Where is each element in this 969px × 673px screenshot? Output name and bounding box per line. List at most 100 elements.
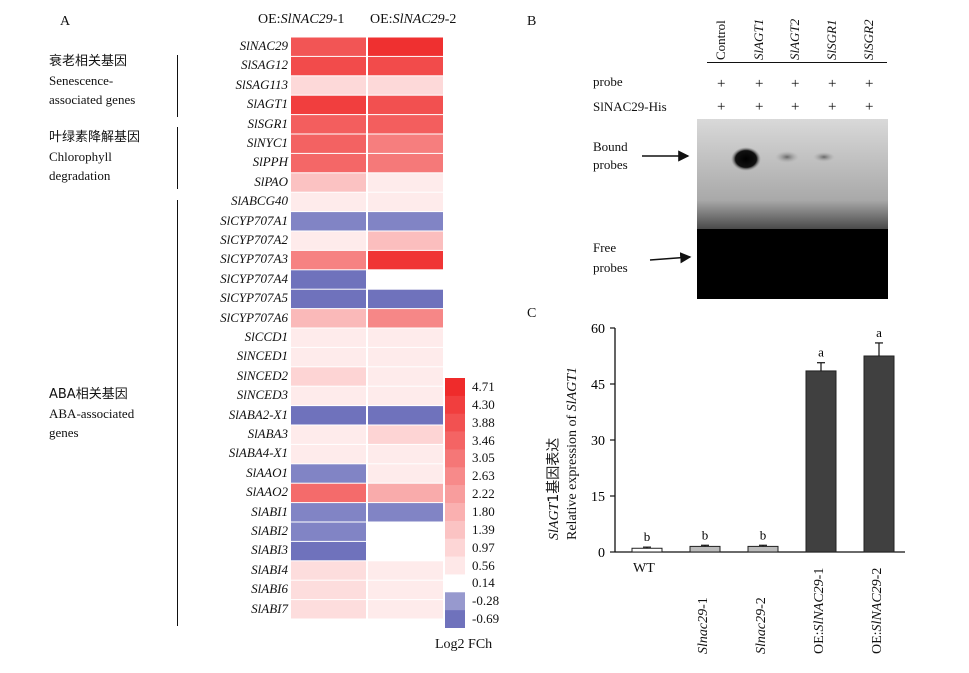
- legend-label: 4.71: [472, 379, 495, 394]
- heatmap-cell: [368, 115, 443, 134]
- heatmap-cell: [368, 250, 443, 270]
- significance-letter: a: [818, 345, 824, 360]
- free-arrow-icon: [649, 252, 692, 264]
- gene-label: SlSAG12: [241, 57, 288, 73]
- heatmap-cell: [368, 580, 443, 600]
- legend-swatch: [445, 413, 465, 432]
- bar-x-label: OE:SlNAC29-2: [870, 567, 885, 654]
- legend-label: 4.30: [472, 396, 495, 412]
- plus-sign: +: [791, 99, 800, 115]
- gel-lane-label: SlSGR2: [861, 19, 876, 60]
- heatmap-cell: [291, 212, 366, 231]
- heatmap-cell: [368, 289, 443, 309]
- heatmap-cell: [368, 561, 443, 580]
- heatmap-cell: [291, 328, 366, 347]
- heatmap-cell: [291, 386, 366, 406]
- bracket-aba: [177, 200, 178, 626]
- legend-label: 3.88: [472, 414, 495, 430]
- heatmap-cell: [368, 270, 443, 289]
- gene-label: SlPAO: [254, 173, 288, 189]
- heatmap-cell: [291, 522, 366, 541]
- legend-swatch: [445, 592, 465, 611]
- gel-lane-label: SlSGR1: [824, 19, 839, 60]
- bar: [631, 547, 663, 553]
- gene-label: SlSAG113: [235, 76, 288, 92]
- legend-swatch: [445, 449, 465, 468]
- heatmap-cell: [291, 464, 366, 483]
- bound-probes-label: Bound probes: [593, 139, 628, 172]
- gene-label: SlABI4: [251, 561, 288, 577]
- plus-sign: +: [791, 76, 800, 92]
- gene-label: SlABI7: [251, 600, 288, 616]
- heatmap-cell: [368, 95, 443, 115]
- legend-label: 3.46: [472, 432, 495, 448]
- heatmap-cell: [291, 76, 366, 95]
- legend-label: 1.39: [472, 521, 495, 537]
- heatmap: [291, 37, 443, 619]
- heatmap-cell: [368, 503, 443, 522]
- heatmap-cell: [291, 483, 366, 503]
- legend-title: Log2 FCh: [435, 637, 493, 652]
- y-tick-label: 60: [591, 322, 605, 337]
- legend-label: 0.97: [472, 539, 495, 555]
- legend-swatch: [445, 378, 465, 397]
- heatmap-cell: [291, 231, 366, 250]
- legend-swatch: [445, 503, 465, 522]
- panel-c-label: C: [527, 306, 537, 321]
- heatmap-cell: [291, 153, 366, 173]
- legend-swatch: [445, 538, 465, 557]
- gene-label: SlCYP707A2: [220, 232, 288, 247]
- bar-x-label: OE:SlNAC29-1: [812, 567, 827, 654]
- gene-label: SlABI2: [251, 523, 288, 538]
- group-aba: ABA相关基因 ABA-associated genes: [49, 387, 135, 440]
- bar-x-label: WT: [633, 561, 655, 576]
- heatmap-cell: [291, 309, 366, 328]
- significance-letter: a: [876, 325, 882, 340]
- y-tick-label: 0: [598, 546, 605, 561]
- gene-label: SlCYP707A5: [220, 290, 288, 306]
- gene-label: SlAAO2: [246, 484, 288, 500]
- bracket-senescence: [177, 55, 178, 117]
- heatmap-cell: [291, 115, 366, 134]
- gel-lane-label: SlAGT2: [787, 18, 802, 60]
- gene-label: SlABA2-X1: [228, 406, 288, 422]
- legend-swatch: [445, 485, 465, 504]
- gene-label: SlNCED2: [236, 367, 288, 383]
- gene-label: SlNAC29: [239, 38, 288, 53]
- legend-swatch: [445, 431, 465, 450]
- probe-row-label: probe: [593, 74, 623, 89]
- plus-sign: +: [865, 76, 874, 92]
- heatmap-cell: [368, 367, 443, 386]
- heatmap-cell: [368, 406, 443, 425]
- panel-b-label: B: [527, 14, 537, 29]
- heatmap-cell: [368, 153, 443, 173]
- bar: [747, 545, 779, 553]
- significance-letter: b: [644, 529, 651, 544]
- heatmap-cell: [368, 600, 443, 619]
- gene-label: SlNCED1: [236, 348, 288, 364]
- gel-arrows: [642, 150, 692, 264]
- plus-sign: +: [717, 99, 726, 115]
- panel-a-label: A: [60, 14, 71, 29]
- heatmap-cell: [368, 173, 443, 192]
- heatmap-cell: [368, 425, 443, 444]
- heatmap-cell: [368, 483, 443, 503]
- heatmap-cell: [368, 134, 443, 153]
- heatmap-cell: [291, 289, 366, 309]
- emsa-gel-image: [697, 119, 888, 299]
- heatmap-cell: [368, 522, 443, 541]
- legend-swatch: [445, 574, 465, 593]
- heatmap-col-header-1: OE:SlNAC29-1: [258, 12, 345, 27]
- heatmap-cell: [291, 37, 366, 56]
- plus-sign: +: [717, 76, 726, 92]
- group-senescence: 衰老相关基因 Senescence- associated genes: [49, 54, 136, 107]
- heatmap-cell: [291, 56, 366, 76]
- gene-label: SlNYC1: [246, 135, 288, 150]
- legend-swatch: [445, 520, 465, 540]
- gene-label: SlABI6: [251, 581, 288, 597]
- heatmap-cell: [291, 173, 366, 192]
- plus-sign: +: [755, 99, 764, 115]
- plus-sign: +: [755, 76, 764, 92]
- gene-label: SlPPH: [252, 154, 288, 170]
- gel-header-line: [707, 62, 887, 63]
